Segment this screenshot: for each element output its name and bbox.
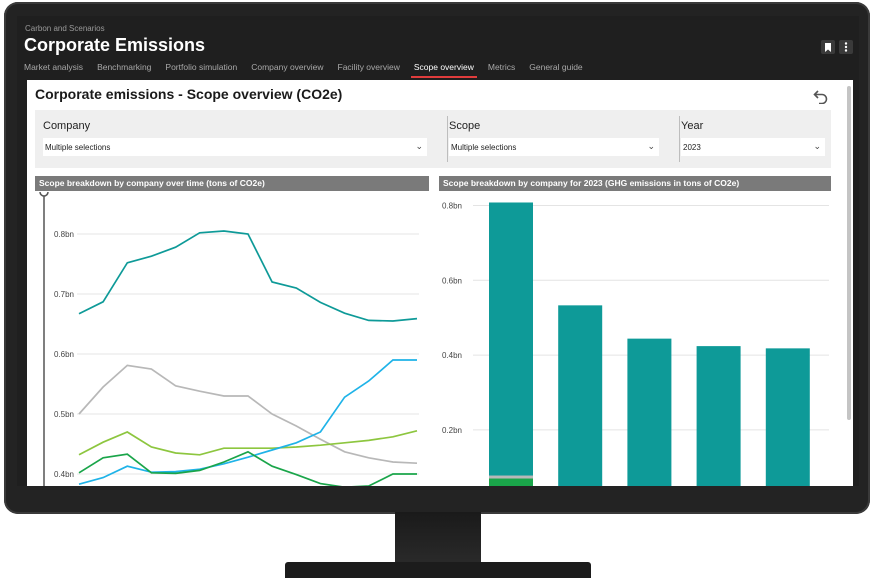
- tab-market-analysis[interactable]: Market analysis: [24, 62, 84, 72]
- scope-overview-panel: Corporate emissions - Scope overview (CO…: [27, 80, 853, 486]
- filter-divider: [447, 116, 448, 162]
- chevron-down-icon: ⌄: [415, 141, 423, 151]
- company-dropdown-value: Multiple selections: [45, 142, 111, 152]
- y-tick-label: 0.8bn: [442, 201, 462, 210]
- bookmark-icon: [825, 42, 831, 52]
- tab-facility-overview[interactable]: Facility overview: [337, 62, 400, 72]
- y-tick-label: 0.6bn: [442, 276, 462, 285]
- series-line-3: [78, 429, 418, 456]
- time-slider-handle[interactable]: [39, 192, 49, 197]
- page-title: Corporate emissions - Scope overview (CO…: [35, 86, 343, 102]
- y-tick-label: 0.7bn: [54, 290, 74, 299]
- line-chart-header: Scope breakdown by company over time (to…: [35, 176, 429, 191]
- app-header: Carbon and Scenarios Corporate Emissions…: [17, 16, 859, 78]
- bar-chart[interactable]: 0.2bn 0.4bn 0.6bn 0.8bn: [439, 192, 833, 486]
- company-filter-label: Company: [43, 120, 91, 132]
- series-line-5: [78, 450, 417, 486]
- filter-bar: Company Multiple selections ⌄ Scope Mult…: [35, 110, 831, 168]
- undo-icon: [813, 90, 828, 105]
- bar-chart-header: Scope breakdown by company for 2023 (GHG…: [439, 176, 831, 191]
- tab-metrics[interactable]: Metrics: [487, 62, 516, 72]
- series-line-4: [78, 359, 417, 486]
- bar-a-segment-1: [489, 478, 533, 486]
- scope-dropdown-value: Multiple selections: [451, 142, 517, 152]
- bookmark-button[interactable]: [821, 40, 835, 54]
- more-options-button[interactable]: [839, 40, 853, 54]
- series-line-2: [78, 364, 418, 465]
- tab-scope-overview[interactable]: Scope overview: [407, 61, 481, 78]
- y-tick-label: 0.8bn: [54, 230, 74, 239]
- bar-a-segment-2: [489, 475, 533, 479]
- bar-b: [558, 305, 603, 486]
- company-filter: Company Multiple selections ⌄: [43, 110, 433, 168]
- tab-benchmarking[interactable]: Benchmarking: [97, 62, 152, 72]
- undo-button[interactable]: [813, 88, 829, 109]
- app-screen: Carbon and Scenarios Corporate Emissions…: [17, 16, 859, 486]
- y-tick-label: 0.6bn: [54, 350, 74, 359]
- bar-d: [696, 346, 741, 486]
- more-vertical-icon: [844, 42, 848, 52]
- series-line-1: [78, 230, 418, 322]
- bar-a: [489, 202, 533, 486]
- bar-c: [627, 338, 672, 486]
- year-filter: Year 2023 ⌄: [681, 110, 825, 168]
- y-tick-label: 0.4bn: [442, 351, 462, 360]
- chevron-down-icon: ⌄: [647, 141, 655, 151]
- tab-general-guide[interactable]: General guide: [529, 62, 583, 72]
- filter-divider: [679, 116, 680, 162]
- year-dropdown-value: 2023: [683, 142, 701, 152]
- year-dropdown[interactable]: 2023 ⌄: [681, 138, 825, 156]
- breadcrumb[interactable]: Carbon and Scenarios: [25, 24, 105, 33]
- company-dropdown[interactable]: Multiple selections ⌄: [43, 138, 427, 156]
- monitor-stand-neck: [395, 512, 481, 564]
- bar-e: [765, 348, 810, 486]
- scope-filter-label: Scope: [449, 120, 481, 132]
- vertical-scrollbar[interactable]: [847, 86, 851, 420]
- y-tick-label: 0.4bn: [54, 470, 74, 479]
- line-chart[interactable]: 0.4bn 0.5bn 0.6bn 0.7bn 0.8bn: [35, 192, 429, 486]
- scope-filter: Scope Multiple selections ⌄: [449, 110, 659, 168]
- y-tick-label: 0.2bn: [442, 426, 462, 435]
- monitor-frame: Carbon and Scenarios Corporate Emissions…: [4, 2, 870, 514]
- app-title: Corporate Emissions: [24, 35, 206, 55]
- tab-portfolio-simulation[interactable]: Portfolio simulation: [165, 62, 238, 72]
- year-filter-label: Year: [681, 120, 704, 132]
- main-navigation: Market analysis Benchmarking Portfolio sim…: [17, 61, 590, 78]
- tab-company-overview[interactable]: Company overview: [251, 62, 324, 72]
- scope-dropdown[interactable]: Multiple selections ⌄: [449, 138, 659, 156]
- chevron-down-icon: ⌄: [813, 141, 821, 151]
- monitor-stand-base: [285, 562, 591, 578]
- y-tick-label: 0.5bn: [54, 410, 74, 419]
